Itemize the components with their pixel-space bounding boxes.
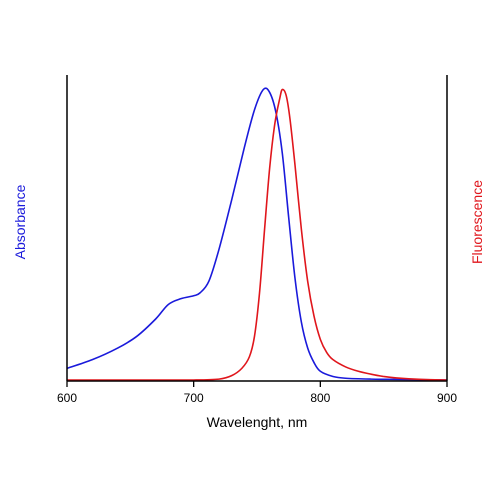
x-tick-label: 800: [310, 391, 330, 405]
absorbance-series-line: [66, 87, 448, 381]
x-tick-label: 600: [57, 391, 77, 405]
x-tick-label: 900: [437, 391, 457, 405]
left-y-axis-title: Absorbance: [12, 184, 28, 259]
fluorescence-series-line: [66, 88, 448, 381]
x-tick-label: 700: [184, 391, 204, 405]
right-y-axis-title: Fluorescence: [469, 180, 485, 264]
x-axis-title: Wavelenght, nm: [207, 414, 308, 430]
